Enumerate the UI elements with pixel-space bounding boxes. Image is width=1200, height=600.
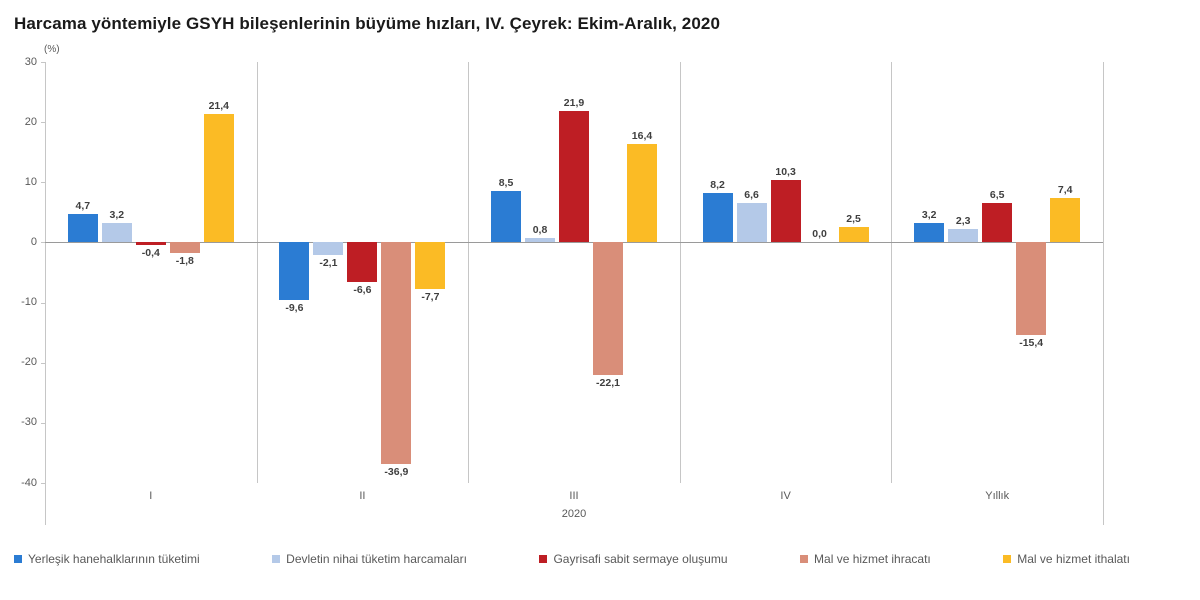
bar-II-series5 bbox=[415, 242, 446, 289]
bar-value-label: -36,9 bbox=[384, 466, 409, 479]
y-tick-mark bbox=[41, 242, 45, 244]
x-category-label: IV bbox=[780, 490, 791, 502]
y-tick-label: -20 bbox=[21, 356, 37, 369]
bar-I-series3 bbox=[135, 242, 166, 245]
bar-value-label: 21,9 bbox=[563, 96, 585, 109]
chart-title: Harcama yöntemiyle GSYH bileşenlerinin b… bbox=[14, 14, 721, 33]
bar-I-series5 bbox=[203, 113, 234, 243]
y-tick-label: 30 bbox=[24, 55, 37, 68]
y-tick-label: -40 bbox=[21, 476, 37, 489]
bar-IV-series3 bbox=[770, 180, 801, 243]
bar-II-series1 bbox=[279, 242, 310, 301]
bar-III-series3 bbox=[559, 110, 589, 243]
y-tick-label: -30 bbox=[21, 416, 37, 429]
legend-label: Mal ve hizmet ihracatı bbox=[814, 552, 931, 566]
y-axis-unit-label: (%) bbox=[44, 44, 60, 55]
legend-item-fixed-capital: Gayrisafi sabit sermaye oluşumu bbox=[539, 552, 728, 566]
group-separator-line bbox=[468, 62, 470, 483]
legend-item-government-consumption: Devletin nihai tüketim harcamaları bbox=[272, 552, 467, 566]
y-tick-mark bbox=[41, 362, 45, 364]
bar-value-label: 4,7 bbox=[75, 200, 91, 213]
y-tick-label: 10 bbox=[24, 175, 37, 188]
bar-value-label: -9,6 bbox=[285, 302, 304, 315]
bar-value-label: 2,5 bbox=[846, 213, 861, 226]
legend-label: Gayrisafi sabit sermaye oluşumu bbox=[553, 552, 728, 566]
y-tick-label: 0 bbox=[30, 235, 37, 248]
y-tick-label: 20 bbox=[24, 115, 37, 128]
y-tick-mark bbox=[41, 182, 45, 184]
bar-value-label: -22,1 bbox=[596, 377, 620, 390]
bar-value-label: 16,4 bbox=[631, 129, 653, 142]
bar-value-label: -15,4 bbox=[1019, 337, 1044, 350]
bar-value-label: 21,4 bbox=[208, 99, 230, 112]
group-separator-line bbox=[891, 62, 893, 483]
bar-value-label: -0,4 bbox=[141, 246, 160, 259]
bar-I-series1 bbox=[67, 214, 98, 243]
bar-Yıllık-series3 bbox=[982, 203, 1013, 243]
bar-Yıllık-series4 bbox=[1016, 242, 1047, 336]
bar-value-label: 6,5 bbox=[989, 189, 1005, 202]
bar-value-label: 3,2 bbox=[921, 209, 937, 222]
bar-IV-series1 bbox=[702, 193, 733, 243]
bar-II-series4 bbox=[381, 242, 412, 465]
bar-Yıllık-series1 bbox=[914, 223, 945, 243]
y-tick-mark bbox=[41, 302, 45, 304]
bar-value-label: -2,1 bbox=[319, 257, 338, 270]
y-tick-mark bbox=[41, 122, 45, 124]
bar-value-label: -6,6 bbox=[353, 284, 372, 297]
y-tick-mark bbox=[41, 62, 45, 63]
bar-III-series5 bbox=[627, 143, 657, 243]
bar-chart-plot-area: (%) 30 20 10 0 -10 -20 -30 -40 4,7 3,2 -0,4 -1,8 21,… bbox=[21, 44, 1104, 525]
group-separator-line bbox=[679, 62, 681, 483]
bar-II-series3 bbox=[347, 242, 378, 283]
x-category-label: Yıllık bbox=[985, 490, 1010, 502]
bar-Yıllık-series2 bbox=[948, 228, 979, 243]
legend-swatch-icon bbox=[14, 555, 22, 563]
bar-value-label: -1,8 bbox=[175, 255, 194, 268]
bar-value-label: 10,3 bbox=[775, 166, 796, 179]
y-tick-mark bbox=[41, 422, 45, 424]
bar-IV-series5 bbox=[838, 227, 869, 243]
legend-item-imports: Mal ve hizmet ithalatı bbox=[1003, 552, 1130, 566]
bar-II-series2 bbox=[313, 242, 344, 256]
bar-I-series2 bbox=[101, 223, 132, 243]
legend-label: Yerleşik hanehalklarının tüketimi bbox=[28, 552, 200, 566]
bar-value-label: 3,2 bbox=[109, 209, 125, 222]
x-category-label: III bbox=[569, 490, 579, 502]
legend-swatch-icon bbox=[272, 555, 281, 563]
bar-III-series1 bbox=[491, 191, 521, 243]
zero-baseline bbox=[45, 242, 1103, 244]
y-axis-line bbox=[45, 62, 46, 525]
x-category-label: II bbox=[359, 490, 366, 502]
y-tick-label: -10 bbox=[21, 296, 37, 309]
bar-value-label: 7,4 bbox=[1057, 183, 1073, 196]
legend-swatch-icon bbox=[539, 555, 548, 563]
legend-swatch-icon bbox=[800, 555, 809, 563]
legend-label: Mal ve hizmet ithalatı bbox=[1017, 552, 1130, 566]
group-separator-line bbox=[256, 62, 258, 483]
legend-item-exports: Mal ve hizmet ihracatı bbox=[800, 552, 931, 566]
x-category-label: I bbox=[149, 490, 153, 502]
bar-value-label: -7,7 bbox=[421, 290, 440, 303]
y-tick-mark bbox=[41, 483, 45, 484]
bar-value-label: 0,0 bbox=[812, 228, 827, 241]
bar-I-series4 bbox=[169, 242, 200, 254]
bar-value-label: 8,5 bbox=[498, 177, 514, 190]
legend-item-household-consumption: Yerleşik hanehalklarının tüketimi bbox=[14, 552, 200, 566]
bar-III-series2 bbox=[525, 237, 555, 243]
bar-value-label: 2,3 bbox=[955, 214, 971, 227]
bar-value-label: 8,2 bbox=[710, 179, 725, 192]
bar-value-label: 0,8 bbox=[532, 223, 548, 236]
bar-IV-series2 bbox=[736, 202, 767, 243]
legend-swatch-icon bbox=[1003, 555, 1012, 563]
plot-right-border bbox=[1103, 62, 1104, 525]
bar-III-series4 bbox=[593, 242, 623, 376]
legend-label: Devletin nihai tüketim harcamaları bbox=[286, 552, 467, 566]
chart-legend: Yerleşik hanehalklarının tüketimi Devlet… bbox=[14, 552, 1130, 566]
x-axis-year-label: 2020 bbox=[561, 508, 587, 520]
bar-Yıllık-series5 bbox=[1050, 197, 1081, 243]
bar-value-label: 6,6 bbox=[744, 188, 759, 201]
